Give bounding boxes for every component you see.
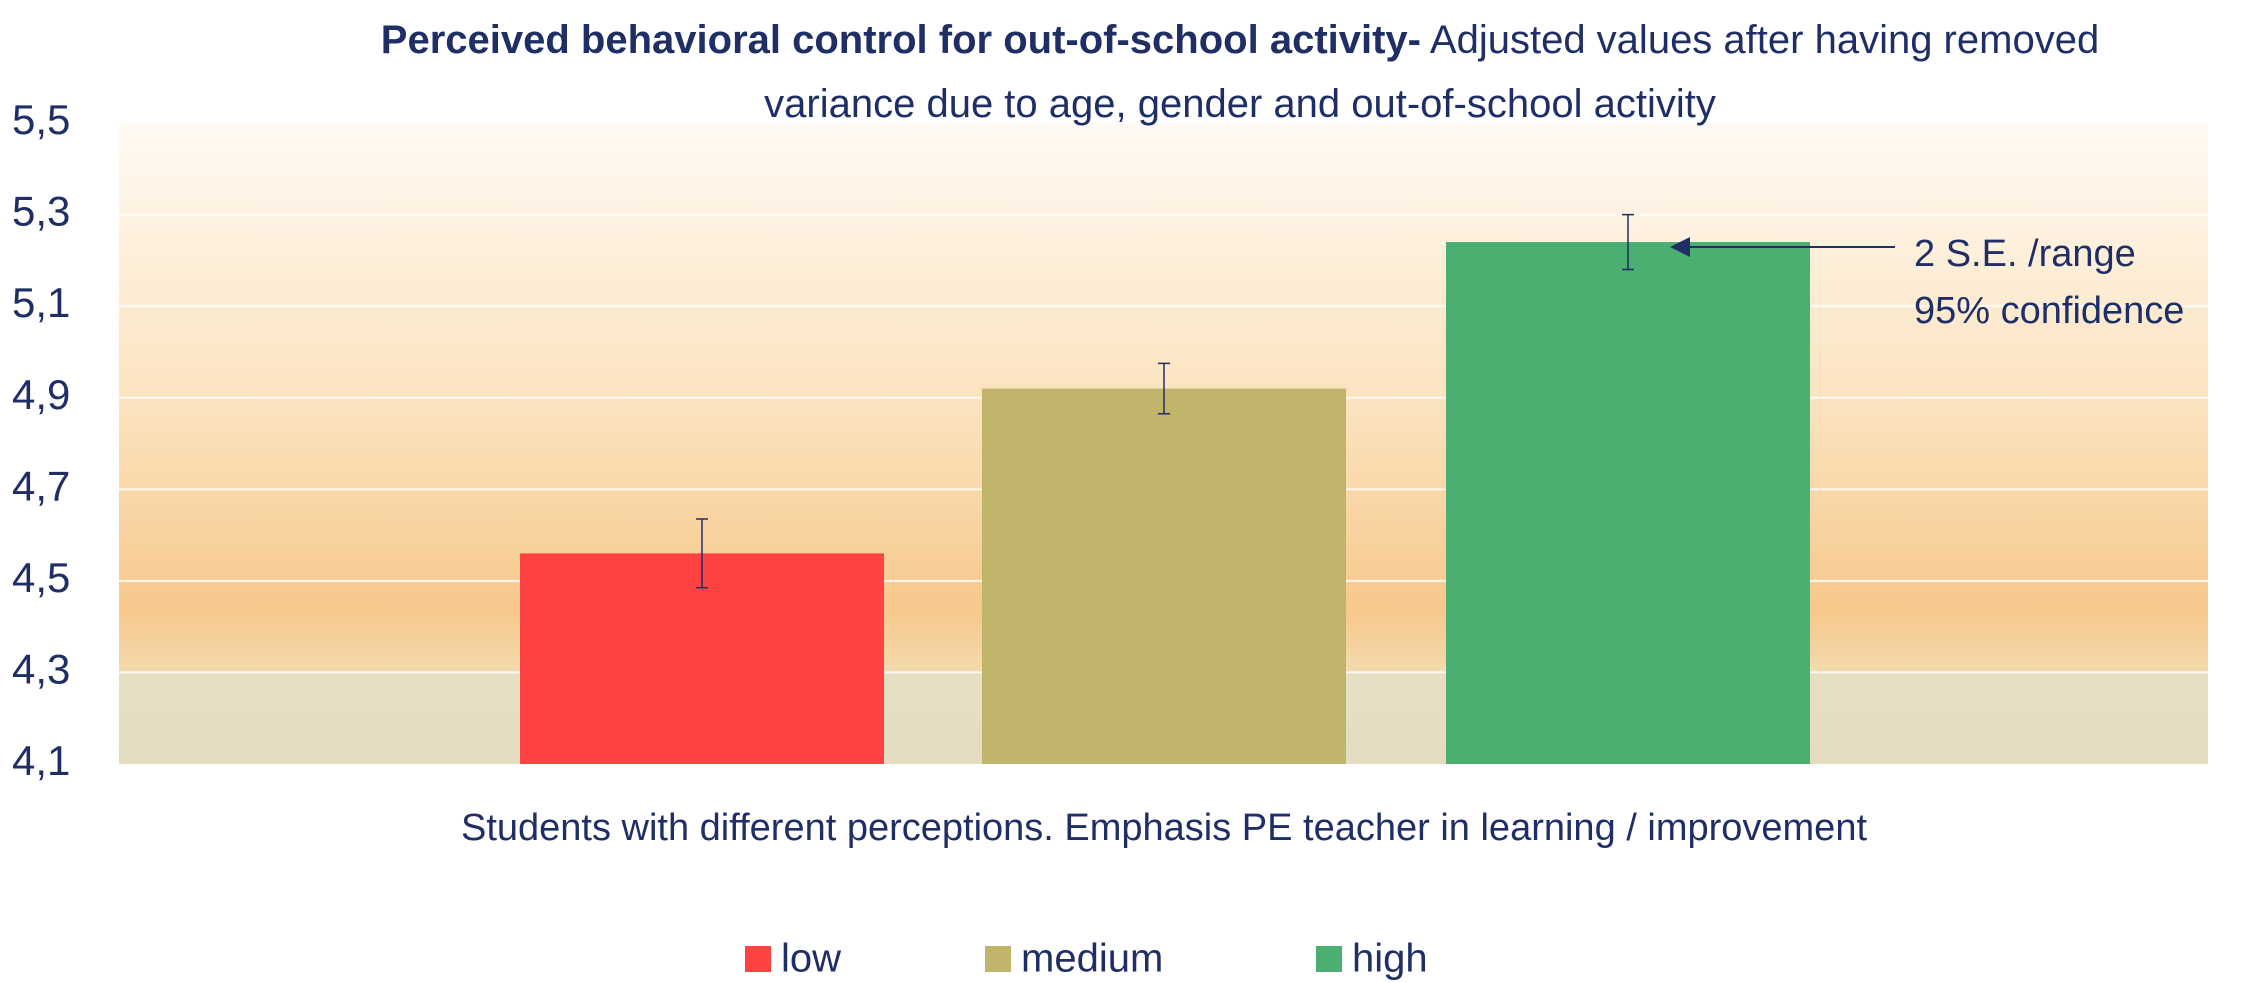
legend-label: high bbox=[1352, 937, 1428, 981]
y-tick-label: 4,3 bbox=[12, 646, 70, 693]
subtitle: Adjusted values after having removed var… bbox=[764, 18, 2100, 126]
y-tick-label: 5,5 bbox=[12, 96, 70, 143]
bar bbox=[520, 553, 884, 764]
legend-swatch bbox=[1316, 946, 1342, 972]
y-tick-label: 4,7 bbox=[12, 462, 70, 509]
y-tick-label: 5,3 bbox=[12, 188, 70, 235]
y-tick-label: 5,1 bbox=[12, 279, 70, 326]
x-axis-label: Students with different perceptions. Emp… bbox=[461, 807, 1867, 849]
error-bar bbox=[1158, 362, 1170, 415]
chart-title: Perceived behavioral control for out-of-… bbox=[300, 8, 2180, 136]
y-tick-label: 4,9 bbox=[12, 371, 70, 418]
bar bbox=[982, 388, 1346, 764]
legend-swatch bbox=[985, 946, 1011, 972]
annotation: 95% confidence bbox=[1914, 290, 2184, 332]
title-bold: Perceived behavioral control for out-of-… bbox=[380, 18, 1421, 62]
error-bar bbox=[1622, 213, 1634, 271]
y-tick-label: 4,5 bbox=[12, 554, 70, 601]
error-bar bbox=[696, 518, 708, 589]
legend-label: medium bbox=[1021, 937, 1163, 981]
bar bbox=[1446, 242, 1810, 765]
annotation: 2 S.E. /range bbox=[1914, 233, 2136, 275]
y-tick-label: 4,1 bbox=[12, 737, 70, 784]
legend-swatch bbox=[745, 946, 771, 972]
legend-label: low bbox=[781, 937, 841, 981]
